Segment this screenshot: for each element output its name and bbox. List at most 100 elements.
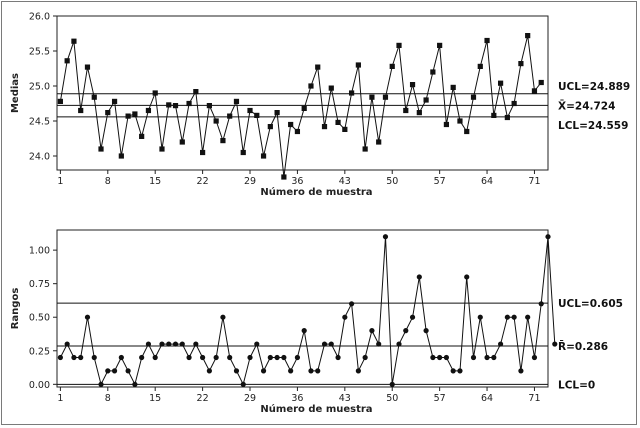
chart2-data-point: [193, 341, 199, 347]
chart2-data-point: [484, 354, 490, 361]
chart2-series-line: [59, 236, 556, 386]
chart2-data-point: [281, 354, 287, 361]
chart2-data-point: [166, 341, 172, 347]
chart1-data-point: [186, 100, 192, 107]
chart2-data-point: [179, 341, 185, 347]
chart1-data-point: [91, 94, 97, 100]
chart2-data-point: [64, 341, 70, 347]
chart1-x-tick-label: 29: [244, 176, 256, 187]
chart2-x-tick-label: 43: [339, 393, 351, 404]
chart2-data-point: [470, 354, 477, 361]
chart1-x-tick-label: 71: [528, 176, 540, 187]
chart2-data-point: [125, 368, 131, 374]
chart2-data-point: [227, 354, 233, 361]
chart2-data-point: [254, 341, 260, 347]
chart2-center-label: R̄=0.286: [558, 340, 608, 353]
chart1-data-point: [538, 79, 544, 86]
chart1-data-point: [464, 128, 470, 135]
chart2-data-point: [349, 301, 355, 307]
chart2-data-point: [247, 354, 253, 361]
chart1-series-line: [59, 35, 542, 178]
chart2-data-point: [118, 354, 124, 361]
chart2-data-point: [491, 354, 497, 361]
chart1-data-point: [84, 64, 91, 70]
chart1-data-point: [179, 139, 185, 145]
chart2-data-point: [430, 354, 436, 361]
chart2-data-point: [105, 368, 111, 374]
chart2-data-point: [288, 368, 294, 374]
chart1-data-point: [416, 110, 422, 116]
chart1-data-point: [376, 139, 382, 145]
chart1-data-point: [403, 107, 409, 114]
chart2-data-point: [376, 341, 382, 347]
chart1-data-point: [260, 153, 267, 159]
chart2-data-point: [132, 381, 138, 387]
chart2-x-axis-title: Número de muestra: [260, 403, 372, 415]
chart1-y-tick-label: 24.0: [29, 152, 50, 163]
chart2-data-point: [531, 354, 538, 361]
chart1-y-axis-title: Medias: [10, 73, 21, 113]
chart2-y-tick-label: 0.00: [29, 380, 50, 391]
chart2-data-point: [274, 354, 280, 361]
chart1-data-point: [362, 146, 368, 152]
chart1-y-tick-label: 25.0: [29, 82, 50, 93]
chart2-data-point: [538, 301, 544, 307]
chart1-x-tick-label: 57: [434, 176, 446, 187]
chart2-data-point: [213, 354, 219, 361]
chart1-y-tick-label: 24.5: [29, 117, 50, 128]
chart1-data-point: [118, 153, 124, 159]
chart1-data-point: [227, 113, 233, 119]
chart1-data-point: [200, 149, 206, 156]
chart1-data-point: [457, 118, 463, 124]
chart2-data-point: [172, 341, 179, 347]
chart1-data-point: [139, 133, 145, 139]
chart1-data-point: [240, 149, 246, 156]
chart1-x-tick-label: 15: [149, 176, 161, 187]
chart2-data-point: [220, 314, 226, 320]
chart2-data-point: [362, 354, 368, 361]
chart2-data-point: [403, 328, 409, 334]
chart1-data-point: [111, 98, 118, 104]
chart1-x-tick-label: 1: [57, 176, 63, 187]
chart1-data-point: [132, 111, 138, 117]
chart1-data-point: [294, 128, 301, 135]
chart2-data-point: [335, 354, 341, 361]
chart1-data-point: [477, 63, 483, 69]
chart1-data-point: [525, 33, 531, 39]
chart2-data-point: [416, 274, 422, 280]
chart2-data-point: [464, 274, 470, 280]
chart1-data-point: [267, 124, 273, 130]
chart2-x-tick-label: 29: [244, 393, 256, 404]
chart2-x-tick-label: 71: [528, 393, 540, 404]
chart2-data-point: [267, 354, 273, 361]
chart2-lcl-label: LCL=0: [558, 379, 595, 391]
chart1-data-point: [288, 121, 294, 128]
chart1-data-point: [355, 62, 361, 68]
chart1-data-point: [78, 107, 84, 114]
chart1-x-tick-label: 36: [291, 176, 303, 187]
chart1-data-point: [328, 85, 334, 91]
chart1-data-point: [105, 110, 111, 116]
chart1-data-point: [213, 118, 219, 124]
chart2-data-point: [477, 314, 483, 320]
chart1-data-point: [315, 64, 321, 70]
chart2-data-point: [139, 354, 145, 361]
chart1-x-tick-label: 43: [339, 176, 351, 187]
chart1-data-point: [281, 174, 287, 180]
chart2-data-point: [294, 354, 301, 361]
chart2-data-point: [518, 368, 524, 374]
chart2-y-axis-title: Rangos: [10, 288, 21, 330]
chart2-data-point: [57, 354, 63, 361]
chart1-data-point: [518, 61, 524, 67]
chart1-data-point: [342, 126, 348, 132]
chart2-data-point: [145, 341, 152, 347]
chart1-data-point: [145, 107, 152, 114]
chart1-x-tick-label: 8: [105, 176, 111, 187]
chart2-data-point: [186, 354, 192, 361]
chart1-y-tick-label: 26.0: [29, 12, 50, 23]
chart2-data-point: [369, 328, 375, 334]
chart1-data-point: [423, 97, 429, 103]
chart2-data-point: [552, 341, 558, 347]
chart1-ucl-label: UCL=24.889: [558, 81, 630, 93]
chart1-data-point: [497, 80, 504, 86]
